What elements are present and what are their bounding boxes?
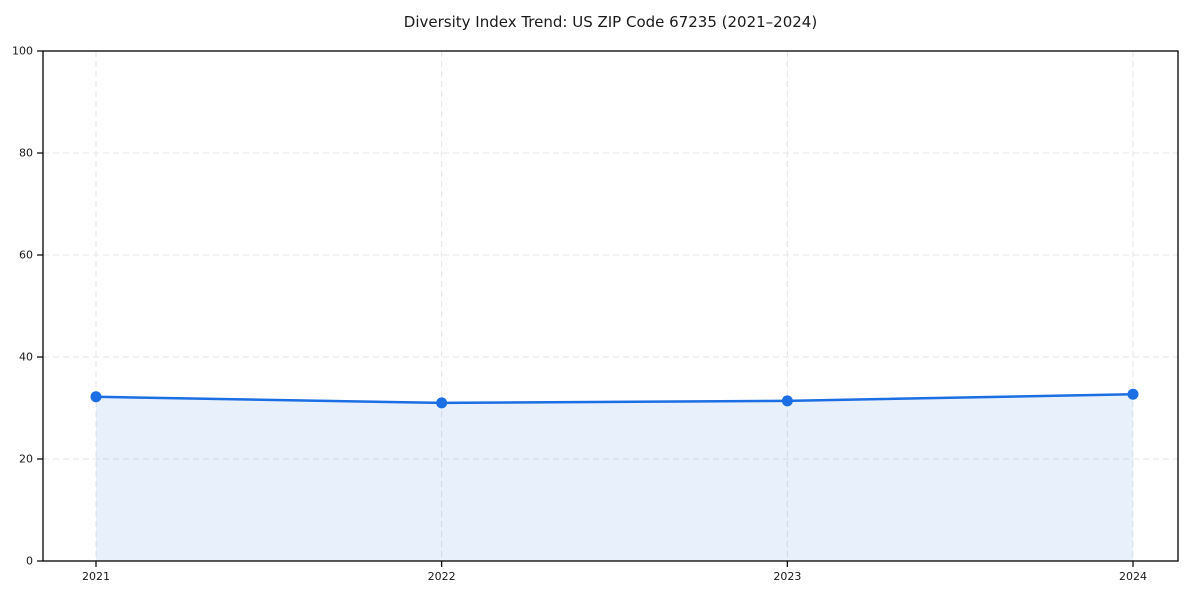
axes-border [42,50,1179,562]
data-point-2022 [436,397,448,409]
x-tick-label: 2024 [1119,570,1147,583]
area-fill [96,394,1133,561]
data-point-2023 [781,395,793,407]
data-point-2021 [90,391,102,403]
y-tick-label: 100 [12,45,33,58]
y-tick-label: 60 [19,249,33,262]
series-line [94,392,1135,405]
x-tick-label: 2023 [773,570,801,583]
y-tick-label: 80 [19,147,33,160]
plot-area [43,51,1178,561]
y-tick-label: 20 [19,453,33,466]
x-tick-label: 2021 [82,570,110,583]
x-tick-label: 2022 [428,570,456,583]
data-point-2024 [1127,388,1139,400]
y-tick-label: 40 [19,351,33,364]
y-tick-label: 0 [26,555,33,568]
chart-title: Diversity Index Trend: US ZIP Code 67235… [403,13,818,31]
